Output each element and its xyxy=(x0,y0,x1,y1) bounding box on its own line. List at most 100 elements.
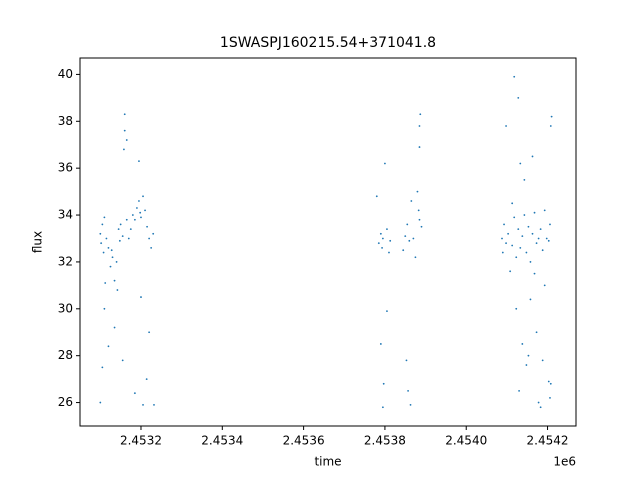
point xyxy=(416,190,419,193)
x-tick-label: 2.4540 xyxy=(445,434,487,448)
point xyxy=(402,249,405,252)
point xyxy=(501,251,504,254)
point xyxy=(140,216,142,219)
point xyxy=(99,401,102,404)
point xyxy=(381,246,383,249)
point xyxy=(521,343,524,345)
point xyxy=(389,239,392,242)
point xyxy=(549,382,552,385)
point xyxy=(386,228,388,231)
point xyxy=(418,218,421,221)
point xyxy=(123,148,125,151)
point xyxy=(125,139,128,141)
point xyxy=(419,113,422,116)
point xyxy=(518,389,520,392)
point xyxy=(377,242,380,245)
y-tick-label: 32 xyxy=(58,254,73,268)
point xyxy=(541,249,544,252)
point xyxy=(384,162,386,165)
point xyxy=(388,251,390,254)
point xyxy=(121,359,124,362)
point xyxy=(543,209,546,212)
point xyxy=(533,211,536,214)
point xyxy=(102,251,105,254)
point xyxy=(545,237,548,240)
point xyxy=(100,242,103,245)
point xyxy=(103,216,106,219)
point xyxy=(535,331,538,334)
point xyxy=(533,272,536,275)
point xyxy=(412,237,415,240)
point xyxy=(523,178,526,181)
point xyxy=(531,155,534,158)
point xyxy=(148,237,151,240)
point xyxy=(409,404,412,406)
point xyxy=(103,307,106,310)
point xyxy=(521,235,524,238)
point xyxy=(535,242,538,245)
point xyxy=(113,279,116,282)
y-tick-label: 26 xyxy=(58,395,73,409)
point xyxy=(116,289,119,291)
y-tick-label: 30 xyxy=(58,301,73,315)
chart-title: 1SWASPJ160215.54+371041.8 xyxy=(220,35,436,51)
point xyxy=(381,237,384,240)
point xyxy=(142,195,144,198)
point xyxy=(525,251,528,254)
point xyxy=(505,125,507,127)
point xyxy=(136,207,138,209)
x-axis-label: time xyxy=(314,455,341,469)
point xyxy=(375,195,378,198)
point xyxy=(404,235,407,238)
point xyxy=(513,216,516,219)
point xyxy=(519,246,522,249)
x-tick-label: 2.4536 xyxy=(283,434,325,448)
point xyxy=(379,232,382,235)
point xyxy=(527,354,530,357)
point xyxy=(515,256,518,259)
point xyxy=(405,359,408,362)
y-axis-label: flux xyxy=(31,231,45,253)
point xyxy=(107,246,110,249)
point xyxy=(414,256,417,259)
point xyxy=(406,223,409,226)
points xyxy=(99,75,553,409)
point xyxy=(127,237,130,240)
y-tick-label: 38 xyxy=(58,114,73,128)
point xyxy=(123,129,126,132)
y-tick-label: 40 xyxy=(58,67,73,81)
point xyxy=(523,214,526,216)
point xyxy=(99,232,102,235)
point xyxy=(507,232,510,235)
point xyxy=(121,235,124,238)
point xyxy=(537,401,540,404)
point xyxy=(539,406,542,409)
point xyxy=(418,125,421,127)
y-tick-label: 36 xyxy=(58,161,73,175)
plot-frame xyxy=(79,57,577,427)
point xyxy=(101,366,104,369)
x-tick-label: 2.4532 xyxy=(120,434,162,448)
point xyxy=(113,326,116,329)
point xyxy=(537,237,540,240)
point xyxy=(140,296,142,298)
point xyxy=(150,246,153,249)
point xyxy=(531,232,534,235)
point xyxy=(148,331,151,334)
point xyxy=(541,359,544,362)
point xyxy=(107,345,110,348)
point xyxy=(547,380,550,383)
point xyxy=(418,146,421,148)
point xyxy=(420,225,423,228)
point xyxy=(133,392,136,395)
point xyxy=(125,218,128,221)
x-tick-label: 2.4534 xyxy=(201,434,243,448)
point xyxy=(408,239,411,242)
point xyxy=(509,270,512,273)
point xyxy=(131,214,134,216)
point xyxy=(549,125,552,127)
point xyxy=(519,162,522,165)
point xyxy=(118,239,121,242)
